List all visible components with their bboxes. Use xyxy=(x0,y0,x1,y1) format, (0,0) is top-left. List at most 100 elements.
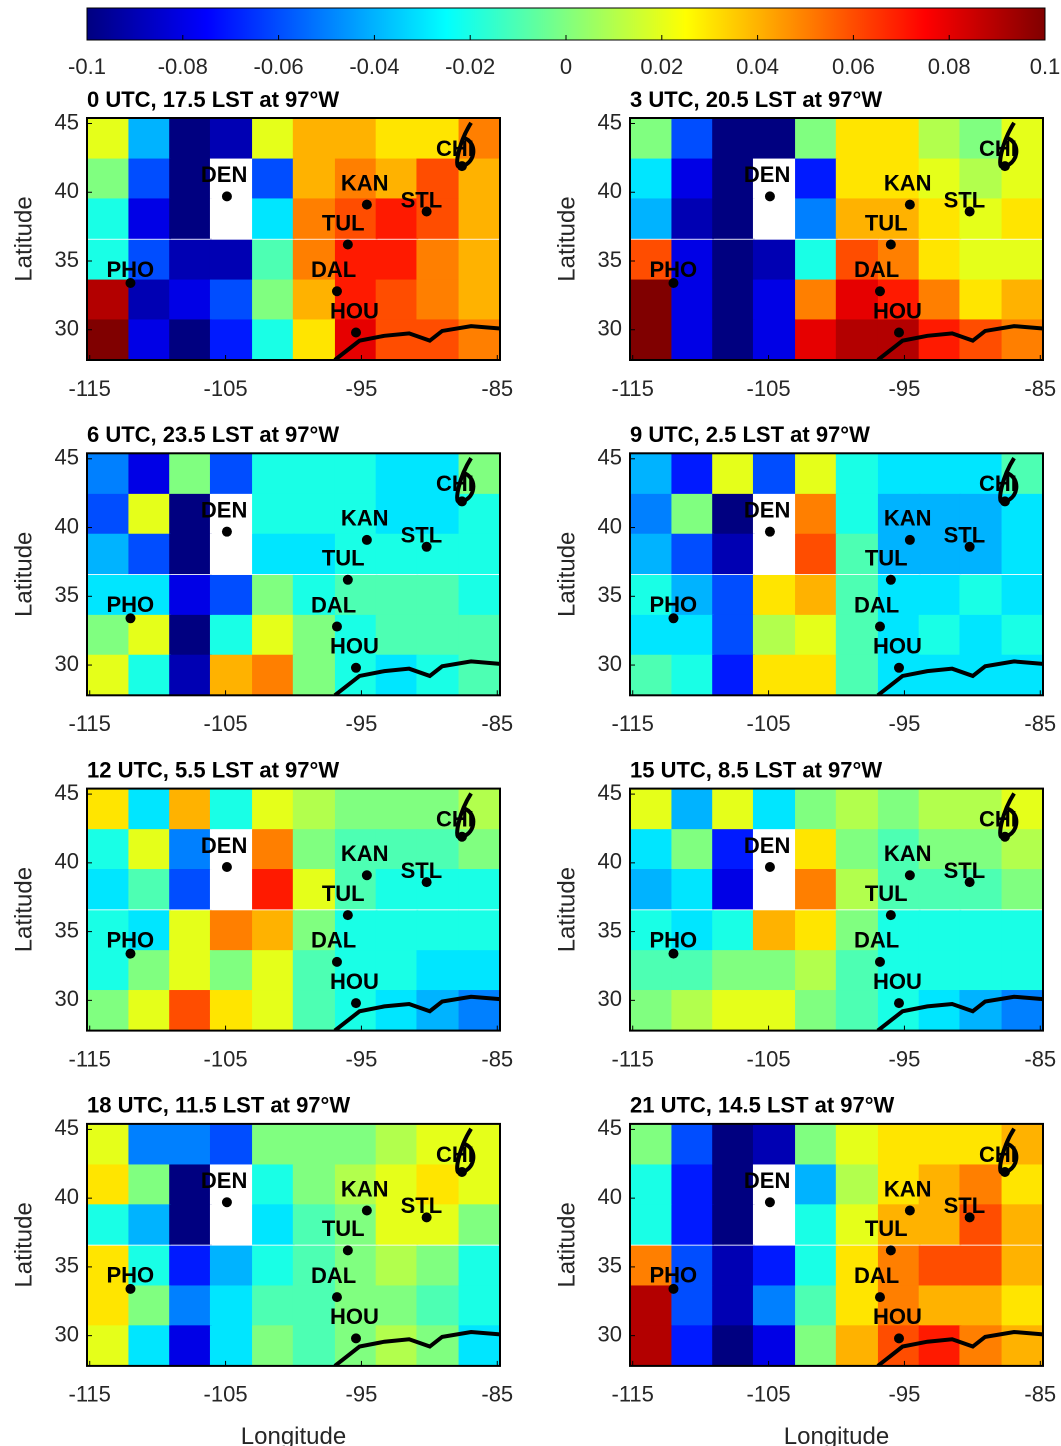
heat-cell xyxy=(671,158,715,199)
heat-cell xyxy=(252,118,295,160)
heat-cell xyxy=(671,1124,715,1165)
heat-cell xyxy=(128,574,172,616)
heat-cell xyxy=(959,614,1003,656)
heat-cell xyxy=(630,574,672,616)
heat-cell xyxy=(795,829,838,870)
heat-cell xyxy=(918,1325,962,1366)
heat-cell xyxy=(877,1245,921,1286)
x-tick-label: -85 xyxy=(1024,711,1056,736)
map-panel: DEN KAN STL TUL DAL HOU PHO CHI -115 -105 -95 -85 30… xyxy=(553,757,1056,1071)
city-marker xyxy=(221,191,232,202)
heat-cell xyxy=(128,1204,172,1245)
y-tick-label: 35 xyxy=(598,582,622,607)
heat-cell xyxy=(252,1285,295,1326)
heat-cell xyxy=(835,1245,879,1286)
heat-cell xyxy=(712,1204,755,1245)
heat-cell xyxy=(458,950,500,991)
city-marker xyxy=(893,998,904,1009)
heat-cell xyxy=(752,1245,796,1286)
heat-cell xyxy=(292,789,336,830)
city-label: HOU xyxy=(330,634,379,659)
x-axis-label: Longitude xyxy=(784,1423,889,1446)
city-label: DEN xyxy=(744,162,790,187)
city-label: TUL xyxy=(322,881,365,906)
heat-cell xyxy=(918,1164,962,1205)
heat-cell xyxy=(630,910,672,951)
heat-cell xyxy=(458,1285,500,1326)
city-marker xyxy=(456,496,467,507)
heat-cell xyxy=(712,829,755,870)
heat-cell xyxy=(458,574,500,616)
panel-title: 3 UTC, 20.5 LST at 97°W xyxy=(630,87,882,112)
heat-cell xyxy=(375,118,419,160)
heat-cell xyxy=(128,829,172,870)
heat-cell xyxy=(712,654,755,696)
heat-cell xyxy=(128,493,172,535)
heat-cell xyxy=(375,574,419,616)
heat-cell xyxy=(959,1285,1003,1326)
city-label: DAL xyxy=(311,928,356,953)
heat-cell xyxy=(169,1204,212,1245)
heat-cell xyxy=(918,158,962,199)
heat-cell xyxy=(752,789,796,830)
city-label: STL xyxy=(401,187,443,212)
heat-cell xyxy=(630,950,672,991)
heat-cell xyxy=(712,1124,755,1165)
city-marker xyxy=(350,998,361,1009)
x-tick-label: -105 xyxy=(747,1382,791,1407)
heat-cell xyxy=(712,789,755,830)
colorbar-tick-label: 0.02 xyxy=(640,54,683,79)
city-marker xyxy=(342,910,353,921)
city-label: KAN xyxy=(884,170,932,195)
city-marker xyxy=(421,206,432,217)
y-axis-label: Latitude xyxy=(553,867,580,952)
city-label: KAN xyxy=(341,506,389,531)
city-marker xyxy=(874,956,885,967)
heat-cell xyxy=(918,533,962,575)
heat-cell xyxy=(712,1164,755,1205)
heat-cell xyxy=(209,533,253,575)
city-marker xyxy=(361,870,372,881)
heat-cell xyxy=(1001,1245,1043,1286)
plot-frame xyxy=(86,1122,501,1367)
y-axis-label: Latitude xyxy=(553,1202,580,1287)
heat-cell xyxy=(416,118,460,160)
heat-cell xyxy=(795,239,838,281)
heat-cell xyxy=(334,1164,378,1205)
heat-cell xyxy=(959,1124,1003,1165)
city-marker xyxy=(964,541,975,552)
heat-cell xyxy=(292,279,336,320)
city-marker xyxy=(999,496,1010,507)
heat-cell xyxy=(630,654,672,696)
heat-cell xyxy=(252,910,295,951)
heat-cell xyxy=(712,493,755,535)
heat-cell xyxy=(671,574,715,616)
city-marker xyxy=(964,877,975,888)
heat-cell xyxy=(1001,239,1043,281)
heat-cell xyxy=(252,614,295,656)
heat-cell xyxy=(712,453,755,495)
heat-cell xyxy=(835,614,879,656)
heat-cell xyxy=(128,789,172,830)
heat-cell xyxy=(712,1245,755,1286)
heat-cell xyxy=(795,1204,838,1245)
heat-cell xyxy=(877,493,921,535)
heat-cell xyxy=(835,1164,879,1205)
heat-cell xyxy=(169,829,212,870)
coastline xyxy=(333,1330,500,1366)
city-marker xyxy=(342,574,353,585)
heat-cell xyxy=(877,1164,921,1205)
heat-cell xyxy=(752,158,796,199)
heat-cell xyxy=(292,198,336,239)
heat-cell xyxy=(630,533,672,575)
heat-cell xyxy=(292,319,336,360)
heat-cell xyxy=(458,1245,500,1286)
y-axis-label: Latitude xyxy=(553,532,580,617)
heat-cell xyxy=(795,493,838,535)
heat-cell xyxy=(877,239,921,281)
heat-cell xyxy=(128,1245,172,1286)
city-marker xyxy=(361,1205,372,1216)
heat-cell xyxy=(169,239,212,281)
map-panel: DEN KAN STL TUL DAL HOU PHO CHI -115 -105 -95 -85 30… xyxy=(553,1093,1056,1446)
heat-cell xyxy=(795,1245,838,1286)
